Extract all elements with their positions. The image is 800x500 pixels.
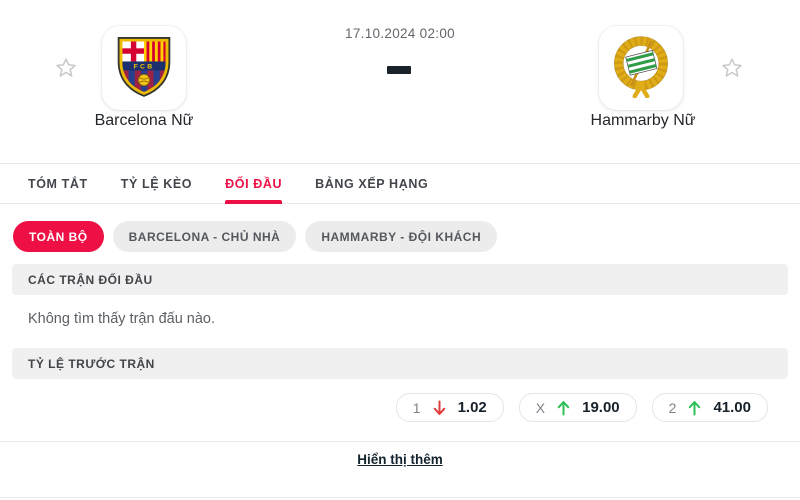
barcelona-crest-icon: FCB bbox=[115, 34, 173, 103]
show-more-link[interactable]: Hiển thị thêm bbox=[357, 452, 443, 467]
footer-divider bbox=[0, 441, 800, 442]
crest-fcb-text: FCB bbox=[134, 63, 155, 70]
tab-summary[interactable]: TÓM TẮT bbox=[28, 176, 88, 191]
home-team-name: Barcelona Nữ bbox=[94, 112, 194, 129]
odds-value: 1.02 bbox=[457, 399, 487, 416]
odds-home-win[interactable]: 1 1.02 bbox=[395, 393, 504, 422]
filter-away-team[interactable]: HAMMARBY - ĐỘI KHÁCH bbox=[305, 221, 498, 252]
prematch-odds-row: 1 1.02 X 19.00 2 41.0 bbox=[395, 393, 768, 422]
score-placeholder-dash bbox=[387, 66, 411, 74]
odds-away-win[interactable]: 2 41.00 bbox=[651, 393, 768, 422]
filter-home-team[interactable]: BARCELONA - CHỦ NHÀ bbox=[112, 221, 297, 252]
arrow-up-icon bbox=[688, 400, 701, 416]
star-icon bbox=[54, 58, 78, 84]
away-team-logo[interactable] bbox=[599, 26, 683, 110]
section-header-h2h: CÁC TRẬN ĐỐI ĐẦU bbox=[12, 264, 788, 295]
favorite-home-button[interactable] bbox=[54, 56, 78, 80]
star-icon bbox=[720, 58, 744, 84]
odds-label-x: X bbox=[535, 399, 546, 416]
favorite-away-button[interactable] bbox=[720, 56, 744, 80]
odds-label-2: 2 bbox=[668, 399, 677, 416]
arrow-up-icon bbox=[557, 400, 570, 416]
match-datetime: 17.10.2024 02:00 bbox=[345, 26, 455, 41]
tab-odds[interactable]: TỶ LỆ KÈO bbox=[120, 176, 193, 191]
section-header-prematch-odds: TỶ LỆ TRƯỚC TRẬN bbox=[12, 348, 788, 379]
tab-bar: TÓM TẮT TỶ LỆ KÈO ĐỐI ĐẦU BẢNG XẾP HẠNG bbox=[0, 163, 800, 204]
h2h-filter-bar: TOÀN BỘ BARCELONA - CHỦ NHÀ HAMMARBY - Đ… bbox=[13, 221, 498, 252]
odds-label-1: 1 bbox=[412, 399, 421, 416]
odds-value: 41.00 bbox=[713, 399, 751, 416]
widget-bottom-border bbox=[0, 497, 800, 498]
odds-draw[interactable]: X 19.00 bbox=[518, 393, 637, 422]
filter-all[interactable]: TOÀN BỘ bbox=[13, 221, 104, 252]
tab-standings[interactable]: BẢNG XẾP HẠNG bbox=[315, 176, 429, 191]
arrow-down-icon bbox=[433, 400, 446, 416]
h2h-empty-message: Không tìm thấy trận đấu nào. bbox=[28, 311, 216, 327]
away-team-name: Hammarby Nữ bbox=[590, 112, 696, 129]
tab-head-to-head[interactable]: ĐỐI ĐẦU bbox=[225, 164, 283, 204]
hammarby-crest-icon bbox=[609, 34, 673, 103]
odds-value: 19.00 bbox=[582, 399, 620, 416]
home-team-logo[interactable]: FCB bbox=[102, 26, 186, 110]
